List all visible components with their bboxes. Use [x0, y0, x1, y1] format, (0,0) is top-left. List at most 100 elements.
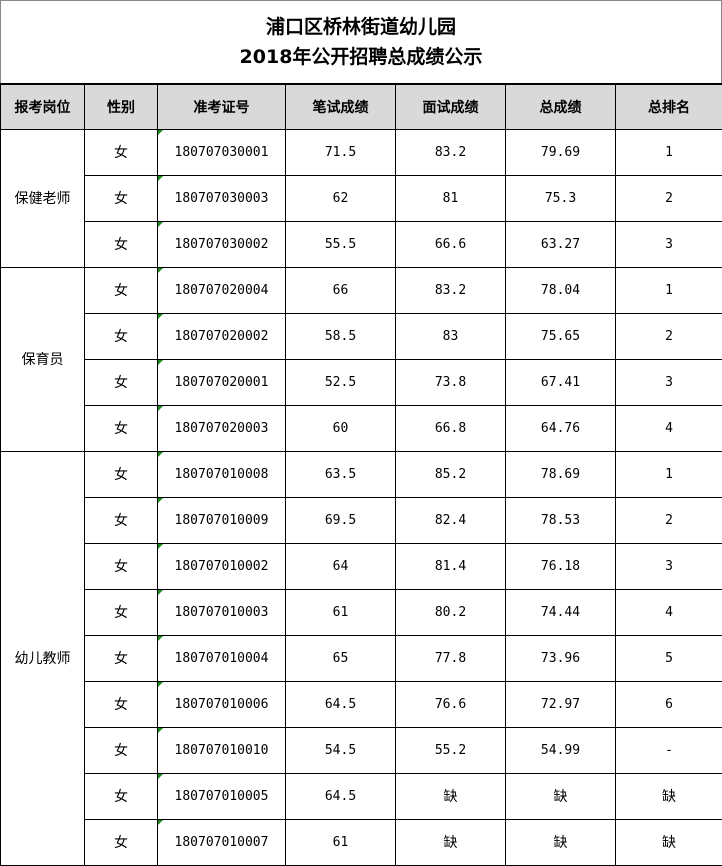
written-score-cell: 61: [286, 589, 396, 635]
interview-score-cell: 83.2: [396, 129, 506, 175]
header-row: 报考岗位性别准考证号笔试成绩面试成绩总成绩总排名: [1, 84, 722, 129]
rank-cell: 6: [616, 681, 722, 727]
column-header: 性别: [85, 84, 158, 129]
rank-cell: 5: [616, 635, 722, 681]
total-score-cell: 78.69: [506, 451, 616, 497]
interview-score-cell: 81: [396, 175, 506, 221]
interview-score-cell: 缺: [396, 819, 506, 865]
position-cell: 幼儿教师: [1, 451, 85, 865]
interview-score-cell: 76.6: [396, 681, 506, 727]
rank-cell: 2: [616, 497, 722, 543]
interview-score-cell: 缺: [396, 773, 506, 819]
column-header: 面试成绩: [396, 84, 506, 129]
interview-score-cell: 80.2: [396, 589, 506, 635]
exam-id-cell: 180707010002: [158, 543, 286, 589]
exam-id-cell: 180707010009: [158, 497, 286, 543]
gender-cell: 女: [85, 313, 158, 359]
written-score-cell: 64.5: [286, 681, 396, 727]
rank-cell: 4: [616, 405, 722, 451]
position-cell: 保育员: [1, 267, 85, 451]
rank-cell: 缺: [616, 773, 722, 819]
written-score-cell: 66: [286, 267, 396, 313]
written-score-cell: 64.5: [286, 773, 396, 819]
column-header: 报考岗位: [1, 84, 85, 129]
interview-score-cell: 85.2: [396, 451, 506, 497]
written-score-cell: 58.5: [286, 313, 396, 359]
gender-cell: 女: [85, 267, 158, 313]
total-score-cell: 78.04: [506, 267, 616, 313]
total-score-cell: 76.18: [506, 543, 616, 589]
total-score-cell: 67.41: [506, 359, 616, 405]
written-score-cell: 60: [286, 405, 396, 451]
written-score-cell: 52.5: [286, 359, 396, 405]
interview-score-cell: 82.4: [396, 497, 506, 543]
rank-cell: 3: [616, 359, 722, 405]
column-header: 准考证号: [158, 84, 286, 129]
total-score-cell: 72.97: [506, 681, 616, 727]
rank-cell: 缺: [616, 819, 722, 865]
exam-id-cell: 180707020002: [158, 313, 286, 359]
gender-cell: 女: [85, 589, 158, 635]
rank-cell: -: [616, 727, 722, 773]
written-score-cell: 54.5: [286, 727, 396, 773]
total-score-cell: 64.76: [506, 405, 616, 451]
rank-cell: 1: [616, 267, 722, 313]
gender-cell: 女: [85, 405, 158, 451]
page-title: 浦口区桥林街道幼儿园 2018年公开招聘总成绩公示: [0, 0, 722, 83]
exam-id-cell: 180707030002: [158, 221, 286, 267]
interview-score-cell: 83.2: [396, 267, 506, 313]
gender-cell: 女: [85, 773, 158, 819]
interview-score-cell: 55.2: [396, 727, 506, 773]
gender-cell: 女: [85, 543, 158, 589]
title-line-1: 浦口区桥林街道幼儿园: [266, 12, 456, 42]
total-score-cell: 缺: [506, 819, 616, 865]
title-line-2: 2018年公开招聘总成绩公示: [240, 42, 483, 72]
position-cell: 保健老师: [1, 129, 85, 267]
gender-cell: 女: [85, 681, 158, 727]
gender-cell: 女: [85, 359, 158, 405]
column-header: 总成绩: [506, 84, 616, 129]
written-score-cell: 61: [286, 819, 396, 865]
gender-cell: 女: [85, 129, 158, 175]
exam-id-cell: 180707020004: [158, 267, 286, 313]
total-score-cell: 78.53: [506, 497, 616, 543]
gender-cell: 女: [85, 175, 158, 221]
total-score-cell: 75.3: [506, 175, 616, 221]
total-score-cell: 75.65: [506, 313, 616, 359]
total-score-cell: 74.44: [506, 589, 616, 635]
rank-cell: 3: [616, 221, 722, 267]
rank-cell: 3: [616, 543, 722, 589]
written-score-cell: 63.5: [286, 451, 396, 497]
interview-score-cell: 66.8: [396, 405, 506, 451]
interview-score-cell: 83: [396, 313, 506, 359]
exam-id-cell: 180707010010: [158, 727, 286, 773]
written-score-cell: 62: [286, 175, 396, 221]
gender-cell: 女: [85, 635, 158, 681]
written-score-cell: 55.5: [286, 221, 396, 267]
exam-id-cell: 180707010004: [158, 635, 286, 681]
exam-id-cell: 180707010003: [158, 589, 286, 635]
total-score-cell: 54.99: [506, 727, 616, 773]
written-score-cell: 71.5: [286, 129, 396, 175]
interview-score-cell: 77.8: [396, 635, 506, 681]
written-score-cell: 64: [286, 543, 396, 589]
interview-score-cell: 66.6: [396, 221, 506, 267]
gender-cell: 女: [85, 221, 158, 267]
gender-cell: 女: [85, 497, 158, 543]
written-score-cell: 65: [286, 635, 396, 681]
